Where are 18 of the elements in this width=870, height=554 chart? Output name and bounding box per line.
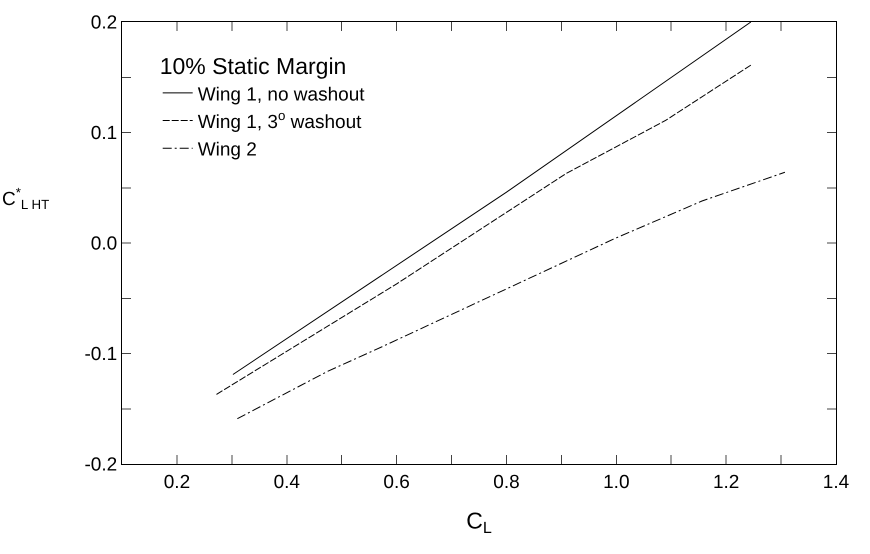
y-tick-label: 0.0 — [90, 234, 118, 255]
x-axis-title: C$_{L}$ — [466, 507, 492, 538]
line-series — [236, 172, 786, 420]
y-tick-label: 0.2 — [90, 12, 118, 34]
legend-title: 10% Static Margin — [160, 53, 346, 79]
y-tick-label: -0.1 — [84, 344, 118, 366]
legend-label: Wing 1, no washout — [198, 84, 366, 106]
x-tick-label: 1.0 — [603, 472, 630, 493]
x-tick-label: 0.2 — [164, 472, 190, 493]
x-tick-label: 0.4 — [274, 472, 300, 493]
y-tick-label: -0.2 — [84, 454, 118, 476]
x-tick-label: 1.2 — [712, 472, 740, 493]
y-tick-label: 0.1 — [90, 123, 118, 144]
legend-label: Wing 1, 3$^{o}$ washout — [198, 108, 362, 133]
legend-label: Wing 2 — [198, 140, 257, 161]
x-tick-label: 0.6 — [383, 472, 410, 493]
x-tick-label: 1.4 — [822, 472, 850, 493]
x-tick-label: 0.8 — [493, 472, 520, 493]
